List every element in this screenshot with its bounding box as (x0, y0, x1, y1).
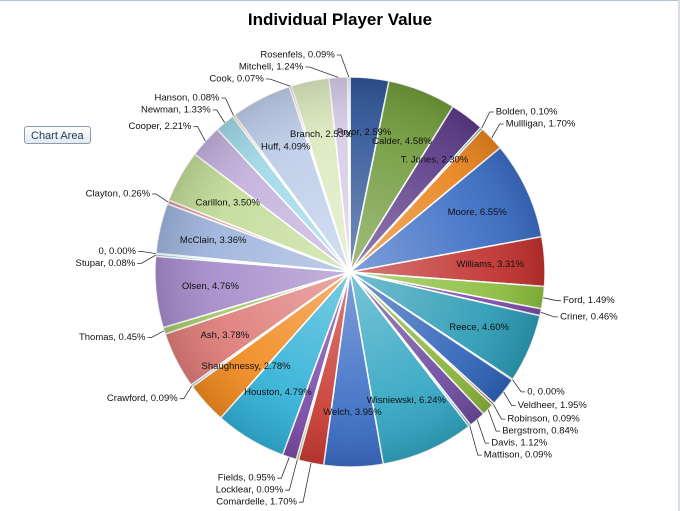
label-huff-35: Huff, 4.09% (261, 142, 311, 153)
leader-0-10 (512, 379, 526, 393)
pie-slices (154, 76, 546, 468)
leader-newman-33 (212, 109, 226, 123)
label-carillon-31: Carillon, 3.50% (195, 198, 260, 209)
label-pryor-0: Pryor, 2.59% (337, 127, 392, 138)
chart-title: Individual Player Value (247, 10, 433, 29)
leader-davis-14 (476, 419, 490, 444)
label-williams-6: Williams, 3.31% (456, 259, 524, 270)
leader-comardelle-18 (299, 463, 312, 503)
label-bergstrom-13: Bergstrom, 0.84% (502, 426, 579, 437)
label-branch-37: Branch, 2.53% (290, 129, 353, 140)
label-mitchell-38: Mitchell, 1.24% (239, 62, 304, 73)
leader-bergstrom-13 (487, 409, 501, 432)
leader-fields-20 (277, 457, 290, 479)
label-ash-24: Ash, 3.78% (201, 330, 250, 341)
label-crawford-23: Crawford, 0.09% (107, 393, 178, 404)
leader-stupar-27 (137, 254, 156, 264)
label-t-jones-2: T. Jones, 2.30% (401, 154, 469, 165)
leader-locklear-19 (285, 459, 298, 491)
label-mullligan-4: Mullligan, 1.70% (506, 119, 576, 130)
label-cooper-32: Cooper, 2.21% (129, 121, 192, 132)
label-mattison-15: Mattison, 0.09% (484, 450, 553, 461)
label-0-10: 0, 0.00% (527, 386, 565, 397)
label-stupar-27: Stupar, 0.08% (76, 258, 136, 269)
label-mcclain-29: McClain, 3.36% (180, 235, 247, 246)
leader-thomas-25 (147, 330, 165, 338)
leader-rosenfels-39 (336, 54, 350, 78)
label-0-28: 0, 0.00% (99, 246, 137, 257)
top-border (0, 0, 680, 1)
leader-bolden-3 (481, 111, 494, 129)
label-cook-36: Cook, 0.07% (209, 74, 264, 85)
leader-mullligan-4 (491, 123, 504, 139)
leader-mitchell-38 (305, 66, 339, 78)
leader-cooper-32 (193, 126, 206, 142)
label-calder-1: Calder, 4.58% (372, 136, 432, 147)
label-wisniewski-16: Wisniewski, 6.24% (367, 395, 447, 406)
label-olsen-26: Olsen, 4.76% (182, 281, 240, 292)
leader-criner-8 (540, 311, 559, 318)
label-fields-20: Fields, 0.95% (218, 473, 276, 484)
label-hanson-34: Hanson, 0.08% (155, 93, 221, 104)
leader-hanson-34 (221, 97, 234, 116)
label-bolden-3: Bolden, 0.10% (496, 107, 558, 118)
leader-0-28 (138, 251, 156, 254)
label-comardelle-18: Comardelle, 1.70% (216, 497, 297, 508)
label-locklear-19: Locklear, 0.09% (216, 485, 284, 496)
label-rosenfels-39: Rosenfels, 0.09% (260, 50, 335, 61)
pie-labels: Pryor, 2.59%Calder, 4.58% T. Jones, 2.30%… (76, 50, 619, 508)
label-clayton-30: Clayton, 0.26% (86, 189, 151, 200)
label-ford-7: Ford, 1.49% (563, 295, 615, 306)
leader-cook-36 (265, 78, 291, 87)
leader-clayton-30 (152, 193, 169, 203)
label-welch-17: Welch, 3.95% (323, 407, 382, 418)
label-moore-5: Moore, 6.55% (448, 207, 508, 218)
label-veldheer-11: Veldheer, 1.95% (518, 400, 588, 411)
label-shaughnessy-22: Shaughnessy, 2.78% (202, 361, 292, 372)
label-reece-9: Reece, 4.60% (449, 322, 509, 333)
leader-crawford-23 (179, 385, 193, 400)
leader-veldheer-11 (503, 391, 516, 407)
label-houston-21: Houston, 4.79% (244, 387, 312, 398)
leader-ford-7 (543, 297, 561, 302)
label-criner-8: Criner, 0.46% (560, 311, 618, 322)
chart-area-button[interactable]: Chart Area (24, 126, 91, 144)
right-border (678, 0, 680, 511)
label-davis-14: Davis, 1.12% (491, 438, 548, 449)
leader-mattison-15 (469, 425, 482, 456)
pie-highlight (155, 77, 545, 467)
leader-robinson-12 (493, 404, 506, 420)
label-robinson-12: Robinson, 0.09% (507, 414, 580, 425)
label-thomas-25: Thomas, 0.45% (79, 332, 146, 343)
label-newman-33: Newman, 1.33% (141, 105, 211, 116)
